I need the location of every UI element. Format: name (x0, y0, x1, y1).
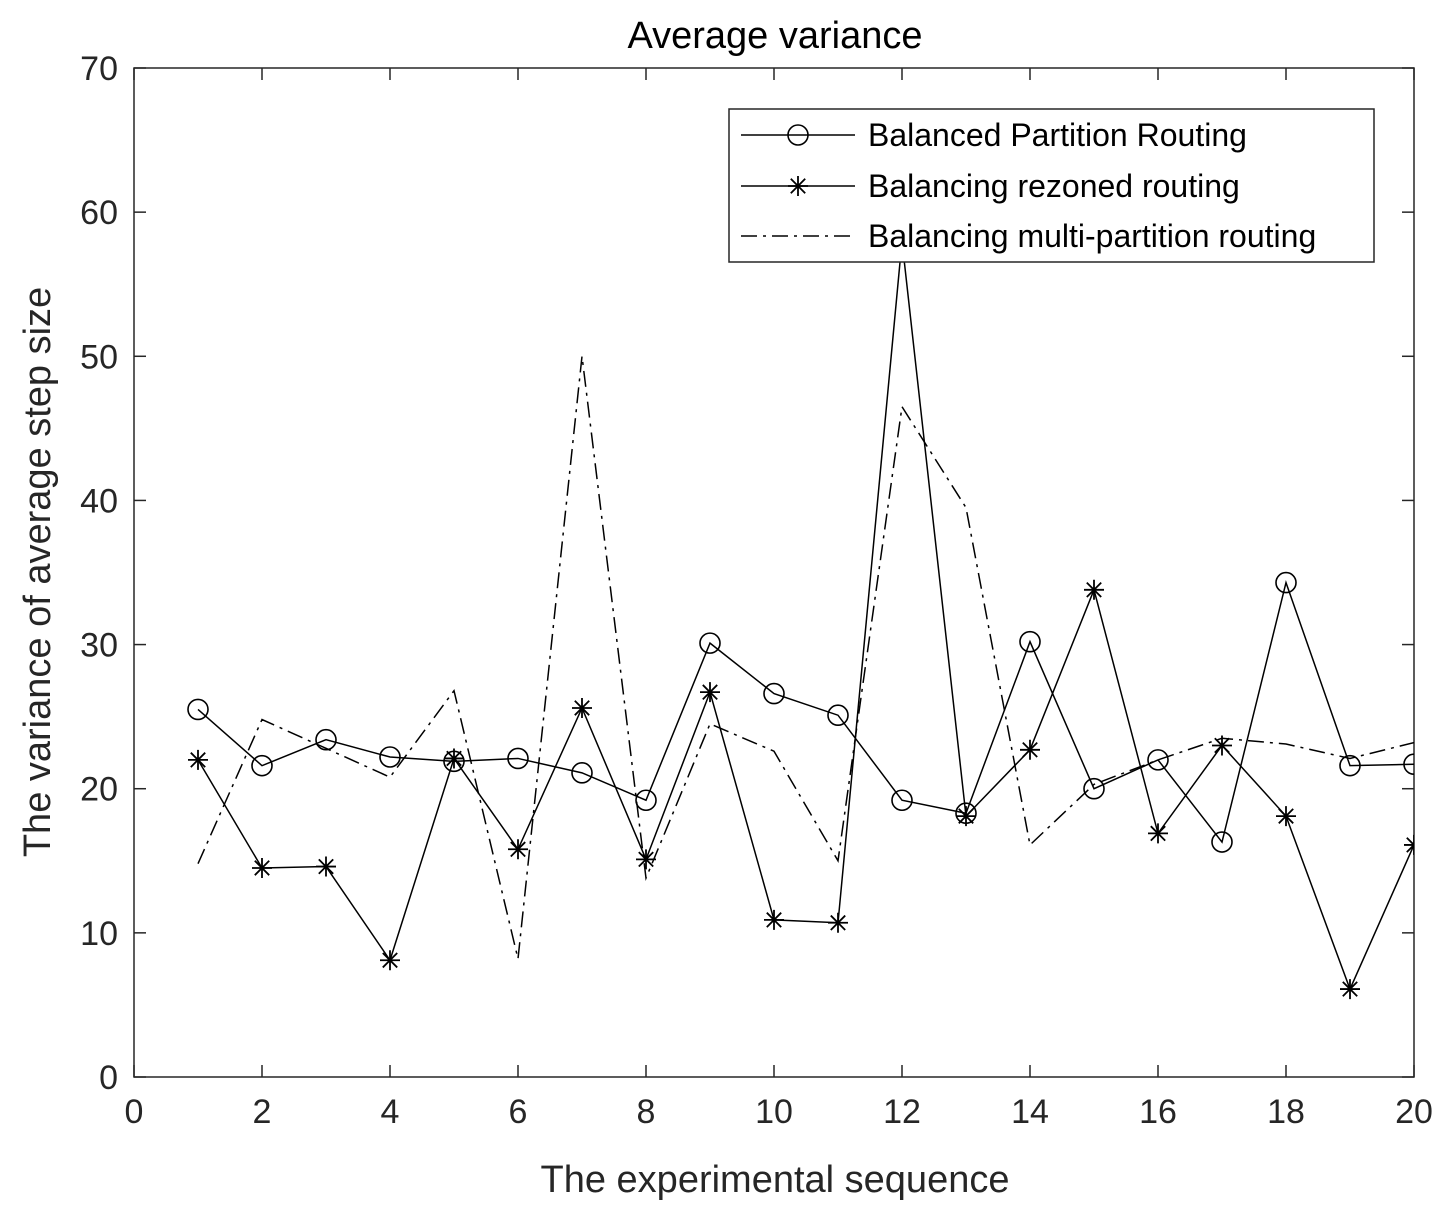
data-point (315, 728, 337, 751)
legend-item: Balancing rezoned routing (741, 168, 1240, 204)
series-3 (197, 356, 1414, 959)
data-point (1019, 630, 1041, 653)
data-point (251, 754, 273, 777)
data-point (956, 806, 976, 827)
data-point (1403, 753, 1414, 776)
y-tick-label: 60 (80, 194, 118, 232)
data-point (699, 632, 721, 654)
legend-item: Balancing multi-partition routing (741, 218, 1316, 254)
data-point (507, 747, 529, 770)
data-point (763, 682, 785, 705)
data-point (252, 857, 272, 878)
y-tick-label: 30 (80, 627, 118, 665)
data-point (380, 950, 400, 971)
legend-items: Balanced Partition Routing Balancing rezo… (741, 117, 1316, 254)
data-point (636, 849, 656, 870)
legend: Balanced Partition Routing Balancing rezo… (728, 108, 1375, 263)
data-point (1147, 749, 1169, 771)
data-point (187, 698, 209, 721)
data-point (379, 746, 401, 768)
data-point (891, 789, 913, 812)
data-point (508, 839, 528, 860)
x-tick-label: 10 (755, 1093, 793, 1131)
data-point (1212, 735, 1232, 756)
x-axis-label: The experimental sequence (541, 1159, 1010, 1201)
data-point (1276, 806, 1296, 827)
x-tick-label: 14 (1011, 1093, 1049, 1131)
data-point (444, 748, 464, 769)
y-tick-label: 20 (80, 771, 118, 809)
data-point (188, 749, 208, 770)
series-2 (188, 230, 1414, 1000)
x-tick-label: 0 (125, 1093, 144, 1131)
legend-item: Balanced Partition Routing (741, 117, 1247, 153)
data-point (1275, 571, 1297, 594)
legend-label: Balanced Partition Routing (868, 117, 1247, 153)
plot-content (187, 230, 1414, 1000)
y-tick-label: 40 (80, 482, 118, 520)
series-line (197, 240, 1414, 992)
y-tick-label: 10 (80, 915, 118, 953)
data-point (316, 856, 336, 877)
x-tick-label: 12 (883, 1093, 921, 1131)
x-tick-label: 18 (1267, 1093, 1305, 1131)
data-point (571, 762, 593, 784)
data-point (700, 682, 720, 703)
y-tick-label: 50 (80, 338, 118, 376)
legend-marker (787, 124, 809, 146)
legend-label: Balancing multi-partition routing (868, 218, 1316, 254)
chart-title: Average variance (627, 15, 922, 57)
x-tick-label: 4 (381, 1093, 400, 1131)
x-tick-label: 8 (637, 1093, 656, 1131)
legend-marker (788, 176, 808, 196)
x-tick-label: 16 (1139, 1093, 1177, 1131)
legend-label: Balancing rezoned routing (868, 168, 1240, 204)
x-axis: 0 2 4 6 8 10 12 14 16 18 20 (125, 68, 1433, 1131)
y-tick-label: 0 (99, 1059, 118, 1097)
data-point (1020, 739, 1040, 760)
y-axis-label: The variance of average step size (17, 287, 59, 857)
data-point (572, 697, 592, 718)
x-tick-label: 20 (1395, 1093, 1433, 1131)
data-point (1211, 831, 1233, 853)
data-point (1083, 777, 1105, 800)
series-line (197, 356, 1414, 959)
data-point (764, 909, 784, 930)
data-point (1148, 823, 1168, 844)
data-point (1340, 979, 1360, 1000)
y-axis: 0 10 20 30 40 50 60 70 (80, 50, 1414, 1097)
data-point (828, 912, 848, 933)
x-tick-label: 6 (509, 1093, 528, 1131)
x-tick-label: 2 (253, 1093, 272, 1131)
data-point (635, 789, 657, 812)
y-tick-label: 70 (80, 50, 118, 88)
data-point (1084, 579, 1104, 600)
data-point (827, 704, 849, 727)
data-point (1339, 754, 1361, 777)
